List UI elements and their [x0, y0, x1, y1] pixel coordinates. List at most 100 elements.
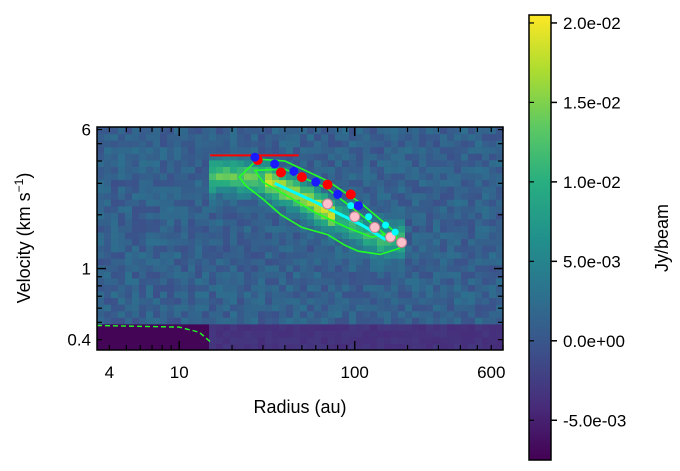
heatmap-cell	[496, 212, 503, 220]
heatmap-cell	[496, 271, 503, 279]
heatmap-cell	[125, 245, 133, 253]
heatmap-cell	[398, 186, 406, 194]
heatmap-cell	[419, 179, 427, 187]
heatmap-cell	[391, 304, 399, 312]
heatmap-cell	[489, 284, 497, 292]
heatmap-cell	[223, 258, 231, 266]
heatmap-cell	[160, 212, 168, 220]
heatmap-cell	[356, 166, 364, 174]
heatmap-cell	[328, 258, 336, 266]
heatmap-cell	[132, 330, 140, 338]
heatmap-cell	[321, 127, 329, 135]
heatmap-cell	[482, 310, 490, 318]
heatmap-cell	[153, 245, 161, 253]
heatmap-cell	[230, 179, 238, 187]
heatmap-cell	[454, 330, 462, 338]
heatmap-cell	[307, 271, 315, 279]
heatmap-cell	[237, 133, 245, 141]
heatmap-cell	[363, 127, 371, 135]
heatmap-cell	[454, 159, 462, 167]
heatmap-cell	[356, 153, 364, 161]
heatmap-cell	[153, 290, 161, 299]
heatmap-cell	[475, 192, 483, 200]
heatmap-cell	[468, 205, 476, 213]
heatmap-cell	[377, 140, 385, 148]
heatmap-cell	[286, 218, 294, 226]
heatmap-cell	[279, 199, 287, 207]
heatmap-cell	[412, 284, 420, 292]
heatmap-cell	[314, 343, 322, 350]
heatmap-cell	[104, 238, 112, 246]
heatmap-cell	[370, 159, 378, 167]
heatmap-cell	[237, 304, 245, 312]
heatmap-cell	[195, 245, 203, 253]
heatmap-cell	[433, 343, 441, 350]
x-axis-label: Radius (au)	[253, 397, 346, 417]
heatmap-cell	[230, 146, 238, 154]
heatmap-cell	[321, 186, 329, 194]
heatmap-cell	[167, 258, 175, 266]
heatmap-cell	[118, 290, 126, 299]
heatmap-cell	[391, 271, 399, 279]
heatmap-cell	[146, 179, 154, 187]
heatmap-cell	[335, 277, 343, 286]
heatmap-cell	[482, 336, 490, 345]
heatmap-cell	[384, 186, 392, 194]
heatmap-cell	[167, 297, 175, 305]
heatmap-cell	[454, 277, 462, 286]
heatmap-cell	[384, 271, 392, 279]
heatmap-cell	[419, 192, 427, 200]
heatmap-cell	[237, 277, 245, 286]
heatmap-cell	[412, 192, 420, 200]
heatmap-cell	[146, 336, 154, 345]
heatmap-cell	[405, 343, 413, 350]
heatmap-cell	[230, 317, 238, 325]
heatmap-cell	[146, 290, 154, 299]
heatmap-cell	[188, 258, 196, 266]
heatmap-cell	[377, 127, 385, 135]
heatmap-cell	[216, 146, 224, 154]
heatmap-cell	[125, 146, 133, 154]
heatmap-cell	[412, 297, 420, 305]
heatmap-cell	[475, 225, 483, 233]
heatmap-cell	[405, 166, 413, 174]
heatmap-cell	[356, 323, 364, 331]
heatmap-cell	[349, 277, 357, 286]
heatmap-cell	[293, 304, 301, 312]
heatmap-cell	[377, 317, 385, 325]
heatmap-cell	[335, 336, 343, 345]
heatmap-cell	[251, 238, 259, 246]
heatmap-cell	[146, 258, 154, 266]
heatmap-cell	[167, 205, 175, 213]
heatmap-cell	[433, 271, 441, 279]
heatmap-cell	[419, 336, 427, 345]
heatmap-cell	[433, 127, 441, 135]
heatmap-cell	[230, 271, 238, 279]
heatmap-cell	[111, 310, 119, 318]
heatmap-cell	[328, 336, 336, 345]
heatmap-cell	[377, 192, 385, 200]
heatmap-cell	[153, 251, 161, 259]
heatmap-cell	[426, 192, 434, 200]
heatmap-cell	[426, 205, 434, 213]
heatmap-cell	[272, 323, 280, 331]
heatmap-cell	[258, 304, 266, 312]
heatmap-cell	[237, 146, 245, 154]
heatmap-cell	[160, 231, 168, 240]
heatmap-cell	[104, 323, 112, 331]
colorbar-tick-label: 0.0e+00	[563, 332, 625, 351]
heatmap-cell	[293, 277, 301, 286]
y-axis-label: Velocity (km s−1)	[12, 173, 34, 304]
heatmap-cell	[468, 159, 476, 167]
heatmap-cell	[125, 225, 133, 233]
heatmap-cell	[300, 336, 308, 345]
heatmap-cell	[118, 343, 126, 350]
heatmap-cell	[454, 212, 462, 220]
heatmap-cell	[440, 245, 448, 253]
heatmap-cell	[419, 271, 427, 279]
heatmap-cell	[279, 146, 287, 154]
heatmap-cell	[195, 290, 203, 299]
heatmap-cell	[482, 225, 490, 233]
heatmap-cell	[475, 271, 483, 279]
heatmap-cell	[195, 199, 203, 207]
